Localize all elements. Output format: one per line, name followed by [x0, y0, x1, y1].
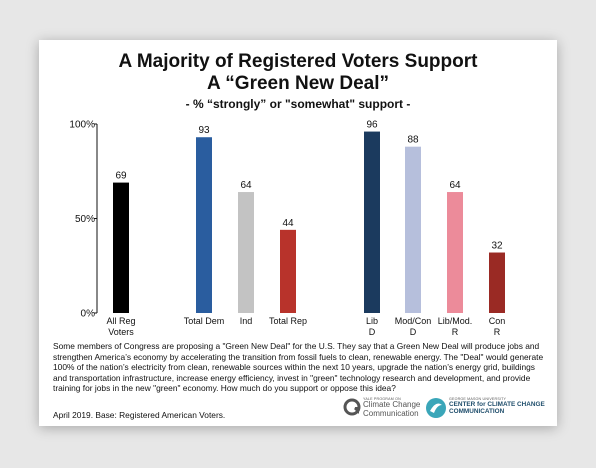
bar-value-label: 44	[282, 218, 294, 229]
bar	[280, 229, 296, 313]
x-category-label-line: Lib/Mod.	[438, 316, 473, 326]
yale-logo: YALE PROGRAM ON Climate Change Communica…	[343, 395, 421, 423]
x-category-label: Con R	[489, 316, 506, 337]
x-category-label: Total Dem	[184, 316, 225, 326]
bar-value-label: 93	[198, 125, 210, 136]
bar	[113, 182, 129, 313]
chart-subtitle: - % “strongly” or "somewhat" support -	[185, 97, 411, 111]
survey-question-note: Some members of Congress are proposing a…	[53, 341, 544, 394]
x-category-label-line: D	[410, 327, 417, 337]
bar-value-label: 88	[407, 135, 419, 146]
x-category-label-line: Voters	[108, 327, 134, 337]
x-category-label: Mod/Con D	[395, 316, 432, 337]
bar	[405, 146, 421, 313]
chart-card: A Majority of Registered Voters Support …	[39, 40, 557, 426]
x-category-label: Lib D	[366, 316, 378, 337]
x-category-label-line: Total Dem	[184, 316, 225, 326]
bar-value-label: 69	[115, 171, 127, 182]
x-category-label: Total Rep	[269, 316, 307, 326]
gmu-logo: GEORGE MASON UNIVERSITY CENTER for CLIMA…	[425, 395, 545, 423]
survey-base-note: April 2019. Base: Registered American Vo…	[53, 410, 226, 420]
bar	[238, 192, 254, 313]
x-category-label-line: R	[494, 327, 501, 337]
y-tick-label: 100%	[69, 120, 95, 131]
x-category-label-line: Con	[489, 316, 506, 326]
yale-logo-line-1: Climate Change	[363, 400, 421, 409]
yale-logo-icon	[343, 398, 361, 416]
x-category-label-line: Mod/Con	[395, 316, 432, 326]
gmu-logo-icon	[426, 398, 446, 418]
x-category-label: All Reg Voters	[106, 316, 135, 337]
chart-title-line-2: A “Green New Deal”	[207, 73, 389, 94]
bar	[447, 192, 463, 313]
x-category-label: Ind	[240, 316, 253, 326]
bar-chart: 0% 50% 100% 69 All Reg Voters 93 Total Dem 64 Ind…	[69, 120, 506, 338]
x-category-label-line: R	[452, 327, 459, 337]
bar-value-label: 64	[240, 180, 252, 191]
x-category-label: Lib/Mod. R	[438, 316, 473, 337]
bar	[364, 131, 380, 313]
x-category-label-line: Lib	[366, 316, 378, 326]
bar-value-label: 32	[491, 241, 503, 252]
gmu-logo-small: GEORGE MASON UNIVERSITY	[449, 397, 507, 401]
yale-logo-line-2: Communication	[363, 408, 419, 418]
bar	[196, 137, 212, 313]
yale-logo-small: YALE PROGRAM ON	[363, 397, 401, 401]
y-tick-label: 0%	[81, 309, 96, 320]
bar	[489, 252, 505, 313]
gmu-logo-line-1: CENTER for CLIMATE CHANGE	[449, 401, 545, 408]
bar-value-label: 96	[366, 120, 378, 131]
x-category-label-line: All Reg	[106, 316, 135, 326]
bar-value-label: 64	[449, 180, 461, 191]
gmu-logo-line-2: COMMUNICATION	[449, 408, 505, 416]
y-tick-label: 50%	[75, 214, 95, 225]
x-category-label-line: Total Rep	[269, 316, 307, 326]
chart-title-line-1: A Majority of Registered Voters Support	[118, 51, 478, 72]
x-category-label-line: D	[369, 327, 376, 337]
x-category-label-line: Ind	[240, 316, 253, 326]
